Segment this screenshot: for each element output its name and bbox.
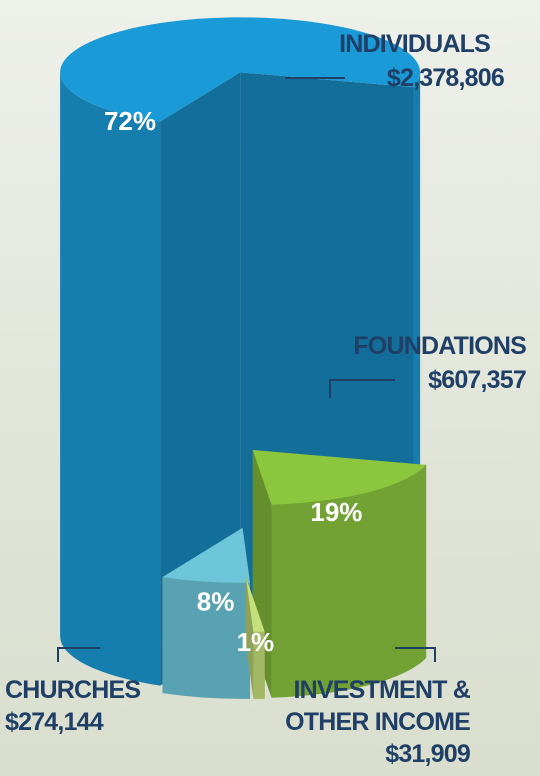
percent-label: 1% xyxy=(237,627,275,657)
category-label: FOUNDATIONS xyxy=(353,330,526,362)
amount-label: $274,144 xyxy=(5,706,103,738)
category-label: CHURCHES xyxy=(5,674,140,706)
segment xyxy=(253,450,426,698)
percent-label: 19% xyxy=(310,497,362,527)
percent-label: 8% xyxy=(197,587,235,617)
category-label: INVESTMENT & OTHER INCOME xyxy=(240,674,470,738)
amount-label: $31,909 xyxy=(385,738,470,770)
percent-label: 72% xyxy=(104,106,156,136)
amount-label: $2,378,806 xyxy=(387,62,504,94)
category-label: INDIVIDUALS xyxy=(339,28,490,60)
segment-wall xyxy=(60,72,160,685)
page: 72% 19% 8%1% INDIVIDUALS$2,378,806 FOUNDATI… xyxy=(0,0,540,776)
amount-label: $607,357 xyxy=(428,364,526,396)
